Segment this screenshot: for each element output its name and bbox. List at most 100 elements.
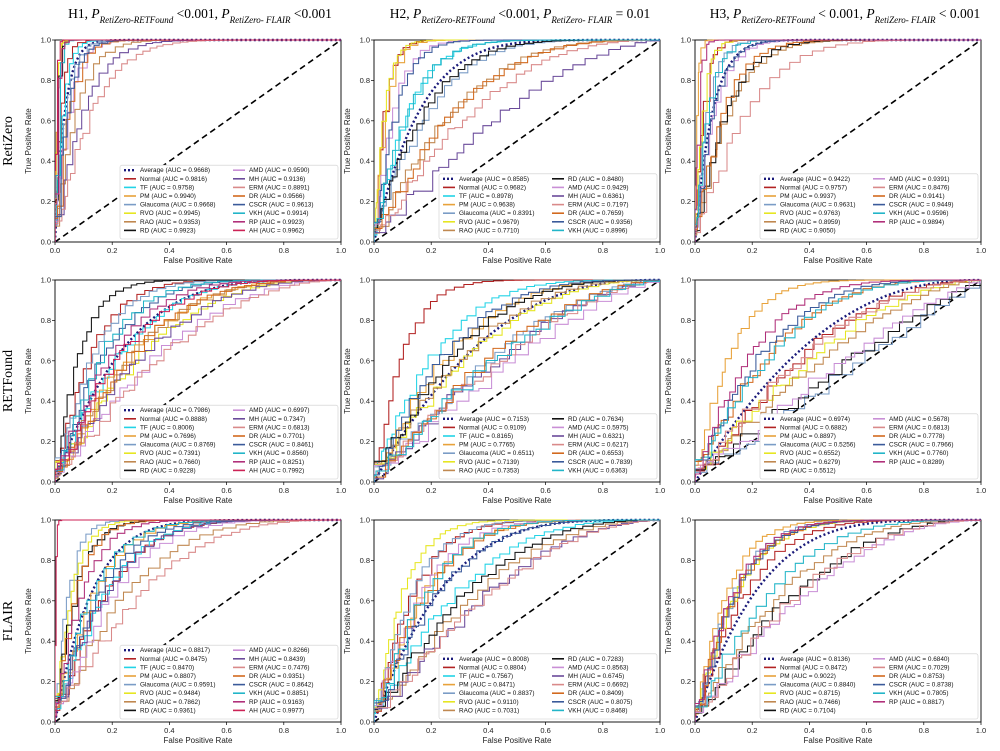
column-title: H2, PRetiZero-RETFound <0.001, PRetiZero… bbox=[390, 6, 650, 25]
legend-label: VKH (AUC = 0.8851) bbox=[249, 690, 309, 697]
legend-label: RD (AUC = 0.8480) bbox=[568, 176, 624, 183]
roc-curve-normal bbox=[695, 279, 981, 482]
x-tick-label: 0.2 bbox=[426, 486, 436, 495]
legend-item: TF (AUC = 0.7567) bbox=[443, 673, 513, 680]
legend-item: RD (AUC = 0.5512) bbox=[764, 467, 836, 474]
legend-label: Glaucoma (AUC = 0.9668) bbox=[140, 202, 215, 209]
y-tick-label: 0.4 bbox=[681, 157, 691, 166]
legend-item: Average (AUC = 0.8585) bbox=[443, 176, 529, 183]
y-tick-label: 0.2 bbox=[41, 677, 51, 686]
legend-item: Normal (AUC = 0.9757) bbox=[764, 184, 847, 191]
x-tick-label: 0.6 bbox=[540, 486, 550, 495]
legend-item: RD (AUC = 0.7283) bbox=[552, 656, 624, 663]
column-title-prefix: H2, bbox=[390, 6, 413, 21]
roc-curve-vkh bbox=[695, 279, 981, 482]
chance-line bbox=[55, 519, 341, 722]
legend-item: RAO (AUC = 0.7710) bbox=[443, 227, 519, 234]
column-title-part: < 0.001, bbox=[815, 6, 867, 21]
legend-item: RVO (AUC = 0.9679) bbox=[443, 219, 519, 226]
legend-item: RD (AUC = 0.9228) bbox=[124, 467, 196, 474]
y-tick-label: 0.0 bbox=[41, 238, 51, 247]
roc-curve-cscr bbox=[374, 279, 660, 482]
x-tick-label: 0.4 bbox=[804, 726, 814, 735]
legend-item: Glaucoma (AUC = 0.8391) bbox=[443, 210, 534, 217]
legend-item: Normal (AUC = 0.8804) bbox=[443, 664, 526, 671]
legend-item: TF (AUC = 0.8978) bbox=[443, 193, 513, 200]
legend-label: VKH (AUC = 0.6363) bbox=[568, 467, 628, 474]
x-tick-label: 0.2 bbox=[747, 486, 757, 495]
legend-item: Normal (AUC = 0.8888) bbox=[124, 416, 207, 423]
legend-item: CSCR (AUC = 0.8075) bbox=[552, 699, 632, 706]
legend-item: MH (AUC = 0.7347) bbox=[233, 416, 305, 423]
x-tick-label: 0.2 bbox=[107, 246, 117, 255]
legend-label: AH (AUC = 0.9962) bbox=[249, 227, 304, 234]
legend-item: AMD (AUC = 0.5975) bbox=[552, 424, 629, 431]
legend-label: RVO (AUC = 0.7139) bbox=[459, 459, 519, 466]
legend-item: ERM (AUC = 0.6813) bbox=[873, 424, 950, 431]
roc-curve-rp bbox=[695, 279, 981, 482]
x-tick-label: 0.8 bbox=[598, 486, 608, 495]
y-tick-label: 0.8 bbox=[41, 556, 51, 565]
legend-label: PM (AUC = 0.9638) bbox=[459, 202, 515, 209]
legend-label: DR (AUC = 0.9351) bbox=[249, 673, 305, 680]
y-tick-label: 0.0 bbox=[41, 718, 51, 727]
legend-item: RD (AUC = 0.9923) bbox=[124, 227, 196, 234]
legend-item: MH (AUC = 0.6321) bbox=[552, 433, 624, 440]
roc-curve-pm bbox=[695, 279, 981, 482]
legend-label: DR (AUC = 0.6553) bbox=[568, 450, 624, 457]
legend-label: AMD (AUC = 0.9429) bbox=[568, 184, 629, 191]
roc-curve-rd bbox=[55, 279, 341, 482]
legend-item: RD (AUC = 0.9050) bbox=[764, 227, 836, 234]
legend-item: AMD (AUC = 0.8266) bbox=[233, 647, 310, 654]
legend-item: VKH (AUC = 0.9914) bbox=[233, 210, 309, 217]
y-tick-label: 1.0 bbox=[360, 516, 370, 525]
legend-label: RD (AUC = 0.9228) bbox=[140, 467, 196, 474]
legend-item: DR (AUC = 0.9566) bbox=[233, 193, 305, 200]
x-tick-label: 1.0 bbox=[655, 246, 665, 255]
legend-item: RVO (AUC = 0.7391) bbox=[124, 450, 200, 457]
x-tick-label: 0.6 bbox=[861, 486, 871, 495]
legend-label: MH (AUC = 0.6745) bbox=[568, 673, 624, 680]
legend-label: Normal (AUC = 0.8472) bbox=[780, 664, 847, 671]
x-axis-label: False Positive Rate bbox=[164, 496, 233, 505]
legend-label: RP (AUC = 0.8289) bbox=[889, 459, 944, 466]
roc-curve-rd bbox=[374, 279, 660, 482]
legend-label: DR (AUC = 0.9566) bbox=[249, 193, 305, 200]
legend-item: AH (AUC = 0.9962) bbox=[233, 227, 304, 234]
legend-label: ERM (AUC = 0.6217) bbox=[568, 442, 629, 449]
legend-box bbox=[119, 644, 339, 720]
legend-label: CSCR (AUC = 0.9356) bbox=[568, 219, 632, 226]
roc-curve-erm bbox=[374, 519, 660, 722]
legend-item: Glaucoma (AUC = 0.5256) bbox=[764, 442, 855, 449]
legend-item: VKH (AUC = 0.8560) bbox=[233, 450, 309, 457]
x-tick-label: 0.0 bbox=[690, 486, 700, 495]
x-tick-label: 1.0 bbox=[976, 246, 986, 255]
x-tick-label: 0.0 bbox=[369, 246, 379, 255]
legend-label: Average (AUC = 0.7986) bbox=[140, 407, 210, 414]
legend-item: AMD (AUC = 0.6997) bbox=[233, 407, 310, 414]
legend-label: PM (AUC = 0.7696) bbox=[140, 433, 196, 440]
legend-box bbox=[759, 173, 979, 240]
legend-label: DR (AUC = 0.8409) bbox=[568, 690, 624, 697]
roc-curve-amd bbox=[374, 279, 660, 482]
legend-item: Normal (AUC = 0.9816) bbox=[124, 176, 207, 183]
legend-label: Glaucoma (AUC = 0.8837) bbox=[459, 690, 534, 697]
legend-item: RAO (AUC = 0.6279) bbox=[764, 459, 840, 466]
x-tick-label: 1.0 bbox=[336, 486, 346, 495]
legend-box bbox=[119, 404, 339, 480]
legend-item: MH (AUC = 0.6745) bbox=[552, 673, 624, 680]
legend-label: PM (AUC = 0.9940) bbox=[140, 193, 196, 200]
legend-label: Normal (AUC = 0.9109) bbox=[459, 424, 526, 431]
legend-item: MH (AUC = 0.9136) bbox=[233, 176, 305, 183]
legend-label: TF (AUC = 0.9758) bbox=[140, 184, 194, 191]
column-title-part: RetiZero- FLAIR bbox=[874, 15, 936, 25]
legend-label: Average (AUC = 0.9422) bbox=[780, 176, 850, 183]
curves bbox=[374, 278, 660, 482]
roc-curve-vkh bbox=[55, 279, 341, 482]
x-tick-label: 0.4 bbox=[483, 726, 493, 735]
legend-item: RD (AUC = 0.8480) bbox=[552, 176, 624, 183]
roc-curve-erm bbox=[374, 279, 660, 482]
y-tick-label: 1.0 bbox=[41, 516, 51, 525]
y-tick-label: 0.0 bbox=[681, 238, 691, 247]
roc-panel: 0.00.0 0.2 0.2 0.4 0.4 0.6 0.6 0.8 0.8 1.0 1.0 Fals… bbox=[664, 36, 986, 266]
